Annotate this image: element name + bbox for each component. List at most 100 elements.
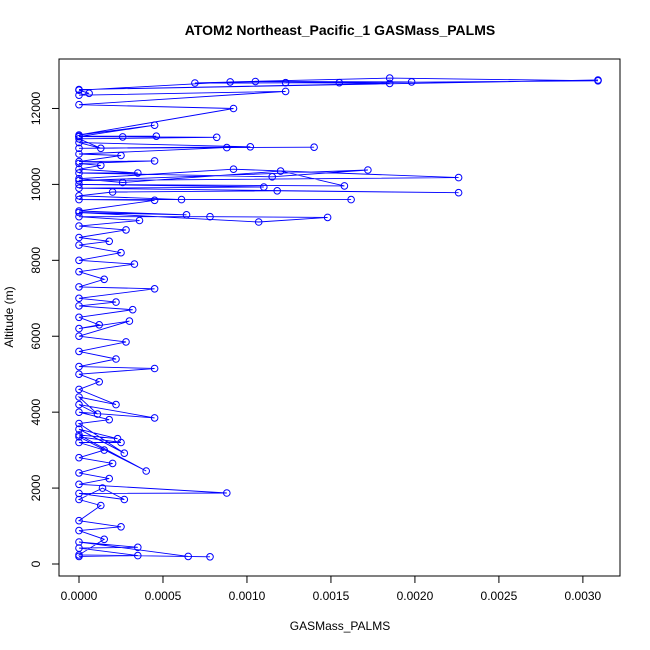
data-point xyxy=(273,187,282,195)
data-point xyxy=(206,212,214,221)
data-point xyxy=(310,143,318,151)
data-point xyxy=(268,173,277,181)
data-point xyxy=(75,433,83,441)
data-point xyxy=(75,347,83,356)
x-tick-label: 0.0025 xyxy=(481,589,518,603)
data-point xyxy=(75,174,83,183)
data-point xyxy=(105,474,113,483)
data-point xyxy=(75,192,83,200)
x-tick-label: 0.0030 xyxy=(565,589,602,603)
data-point xyxy=(112,400,120,409)
data-point xyxy=(75,362,83,371)
data-point xyxy=(226,78,234,86)
data-point xyxy=(407,78,416,86)
data-point xyxy=(276,167,285,175)
data-point xyxy=(75,283,83,291)
data-point xyxy=(117,523,125,531)
data-point xyxy=(108,188,117,196)
data-point xyxy=(75,408,83,417)
y-tick-label: 6000 xyxy=(29,323,43,350)
y-axis: 0 2000 4000 6000 8000 10000 12000 xyxy=(29,91,60,567)
x-tick-label: 0.0015 xyxy=(313,589,350,603)
data-point xyxy=(134,169,142,177)
data-point xyxy=(75,538,83,546)
data-point xyxy=(118,133,127,141)
data-point xyxy=(117,248,125,257)
data-point xyxy=(120,495,129,504)
data-point xyxy=(105,415,113,424)
data-point xyxy=(75,169,83,177)
data-point xyxy=(75,131,83,139)
data-point xyxy=(594,76,602,84)
data-point xyxy=(75,144,83,153)
data-point xyxy=(118,178,127,187)
data-point xyxy=(254,218,263,226)
y-axis-label: Altitude (m) xyxy=(2,286,16,347)
data-point xyxy=(125,317,134,325)
data-point xyxy=(75,256,83,265)
data-point xyxy=(191,79,199,87)
x-axis-label: GASMass_PALMS xyxy=(290,619,390,633)
data-point xyxy=(75,302,83,310)
data-point xyxy=(75,91,83,99)
data-point xyxy=(229,165,238,173)
data-point xyxy=(130,260,139,268)
data-point xyxy=(454,173,463,182)
data-point xyxy=(281,87,290,96)
data-point xyxy=(122,226,130,234)
data-point xyxy=(75,267,83,276)
y-tick-label: 10000 xyxy=(29,167,43,201)
data-point xyxy=(75,419,83,428)
y-tick-label: 8000 xyxy=(29,247,43,274)
data-point xyxy=(134,543,142,552)
data-point xyxy=(385,74,394,82)
data-point xyxy=(75,159,83,168)
data-point xyxy=(75,195,83,204)
data-point xyxy=(75,207,83,215)
data-point xyxy=(335,78,344,87)
data-point xyxy=(246,143,255,151)
data-point xyxy=(75,551,83,559)
y-tick-label: 2000 xyxy=(29,474,43,501)
data-point xyxy=(75,489,83,498)
data-point xyxy=(75,370,83,379)
y-tick-label: 4000 xyxy=(29,398,43,425)
series-line xyxy=(77,77,599,558)
data-point xyxy=(75,135,83,143)
data-point xyxy=(97,144,105,153)
data-point xyxy=(150,121,159,129)
data-point xyxy=(113,434,122,443)
data-point xyxy=(223,143,231,152)
data-point xyxy=(177,195,186,204)
data-point xyxy=(150,414,159,422)
data-point xyxy=(75,212,83,221)
x-tick-label: 0.0005 xyxy=(145,589,182,603)
data-point xyxy=(112,298,120,306)
x-tick-label: 0.0000 xyxy=(61,589,98,603)
x-tick-label: 0.0010 xyxy=(229,589,266,603)
data-point xyxy=(108,459,117,468)
data-point xyxy=(75,165,83,173)
data-point xyxy=(260,183,268,191)
data-point xyxy=(251,77,260,86)
data-point xyxy=(150,364,159,373)
data-point xyxy=(95,321,103,329)
data-point xyxy=(75,332,83,341)
data-point xyxy=(112,355,120,363)
data-point xyxy=(75,150,83,158)
data-point xyxy=(454,188,463,197)
y-tick-label: 12000 xyxy=(29,91,43,125)
data-point xyxy=(122,338,130,346)
data-point xyxy=(120,449,129,458)
data-point xyxy=(75,313,83,322)
data-point xyxy=(323,213,332,222)
data-point xyxy=(75,157,83,166)
data-point xyxy=(85,89,93,98)
data-point xyxy=(152,132,161,140)
data-point xyxy=(75,222,83,230)
data-point xyxy=(75,176,83,185)
data-point xyxy=(97,501,105,510)
data-point xyxy=(75,400,83,409)
data-point xyxy=(135,216,144,225)
